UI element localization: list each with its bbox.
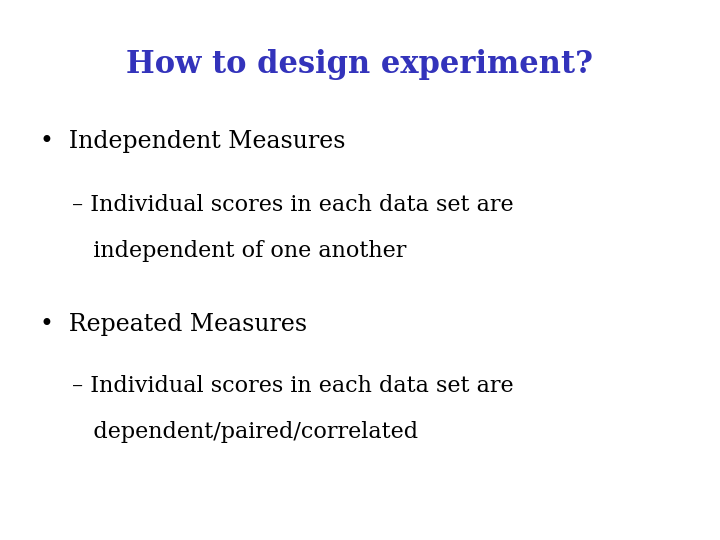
Text: independent of one another: independent of one another	[72, 240, 406, 262]
Text: dependent/paired/correlated: dependent/paired/correlated	[72, 421, 418, 443]
Text: How to design experiment?: How to design experiment?	[127, 49, 593, 79]
Text: – Individual scores in each data set are: – Individual scores in each data set are	[72, 194, 513, 217]
Text: •  Repeated Measures: • Repeated Measures	[40, 313, 307, 336]
Text: – Individual scores in each data set are: – Individual scores in each data set are	[72, 375, 513, 397]
Text: •  Independent Measures: • Independent Measures	[40, 130, 345, 153]
